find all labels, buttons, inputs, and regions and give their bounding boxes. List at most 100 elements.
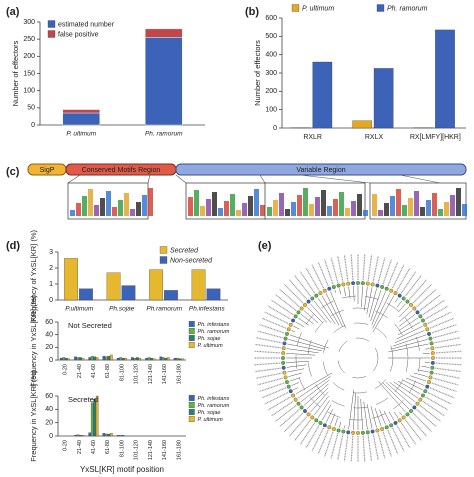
x-tick-label: Ph.infestans — [189, 306, 226, 313]
logo-glyph — [357, 194, 362, 216]
bar — [159, 356, 163, 361]
tree-leaf — [318, 291, 323, 295]
tree-branch — [317, 400, 330, 419]
bar — [88, 432, 91, 437]
tree-branch — [291, 382, 299, 386]
bar — [59, 357, 63, 361]
legend-swatch — [188, 342, 195, 348]
bar — [167, 357, 170, 361]
bar — [178, 358, 182, 361]
bar-segment — [144, 37, 183, 126]
leaf-label-stub — [261, 317, 287, 329]
y-tick-label: 40 — [45, 332, 53, 339]
bar — [67, 358, 70, 361]
tree-leaf — [346, 281, 351, 286]
legend-label: estimated number — [58, 21, 115, 28]
bar — [206, 288, 221, 301]
bar — [76, 434, 80, 437]
tree-leaf — [431, 356, 435, 360]
legend-label: Ph. ramorum — [387, 5, 428, 12]
leaf-label-stub — [435, 343, 462, 349]
tree-branch — [363, 401, 368, 430]
tree-branch — [303, 383, 329, 406]
bar — [110, 354, 113, 361]
tree-branch — [371, 291, 386, 325]
leaf-label-stub — [330, 433, 339, 459]
leaf-label-stub — [396, 267, 411, 291]
leaf-label-stub — [305, 425, 320, 449]
variable-label: Variable Region — [296, 167, 345, 174]
tree-leaf — [427, 331, 431, 336]
tree-leaf — [389, 288, 394, 293]
tree-leaf — [281, 346, 286, 351]
tree-leaf — [409, 303, 413, 307]
logo-glyph — [363, 210, 368, 216]
tree-branch — [317, 297, 336, 325]
bar — [105, 356, 108, 361]
annotation: Not Secreted — [68, 321, 112, 330]
logo-glyph — [462, 204, 467, 216]
logo-glyph — [224, 201, 229, 216]
tree-branch — [313, 395, 329, 416]
leaf-label-stub — [284, 412, 304, 432]
tree-leaf — [425, 384, 430, 389]
logo-glyph — [260, 205, 265, 216]
tree-branch — [383, 410, 391, 423]
legend-swatch — [159, 246, 168, 254]
y-axis-label: Number of effectors — [11, 40, 20, 106]
tree-branch — [330, 291, 346, 329]
tree-leaf — [430, 365, 435, 370]
leaf-label-stub — [267, 396, 291, 411]
tree-leaf — [415, 401, 420, 406]
logo-glyph — [70, 210, 75, 216]
leaf-label-stub — [427, 311, 452, 325]
x-tick-label: 81-100 — [119, 364, 125, 381]
tree-leaf — [370, 429, 375, 434]
logo-glyph — [396, 189, 401, 216]
leaf-label-stub — [425, 396, 449, 411]
leaf-label-stub — [337, 255, 344, 282]
tree-leaf — [405, 299, 410, 304]
tree-branch — [398, 306, 410, 318]
bar — [312, 61, 333, 129]
leaf-label-stub — [405, 275, 422, 297]
tree-branch — [339, 288, 342, 295]
leaf-label-stub — [396, 425, 411, 449]
leaf-label-stub — [431, 382, 457, 392]
tree-leaf — [375, 428, 380, 433]
tree-leaf — [393, 291, 398, 295]
tree-leaf — [331, 427, 336, 431]
leaf-label-stub — [412, 284, 432, 304]
bar — [62, 357, 66, 361]
tree-leaf — [285, 380, 289, 385]
tree-leaf — [296, 401, 301, 406]
tree-leaf — [281, 360, 286, 365]
logo-glyph — [315, 197, 320, 216]
conserved-label: Conserved Motifs Region — [82, 167, 161, 174]
x-tick-label: Ph.ramorum — [146, 306, 182, 313]
leaf-label-stub — [264, 311, 289, 325]
x-tick-label: RXLR — [303, 134, 322, 141]
tree-branch — [370, 289, 382, 322]
y-tick-label: 0 — [49, 297, 53, 304]
leaf-label-stub — [412, 412, 432, 432]
leaf-label-stub — [257, 377, 283, 386]
bar — [373, 68, 394, 129]
tree-branch — [286, 353, 316, 356]
tree-branch — [379, 409, 386, 425]
leaf-label-stub — [367, 254, 373, 281]
logo-glyph — [321, 190, 326, 216]
tree-branch — [293, 325, 300, 330]
leaf-label-stub — [324, 259, 334, 285]
variable-box — [175, 163, 467, 176]
bar — [116, 357, 120, 361]
bar — [152, 358, 156, 361]
y-tick-label: 200 — [23, 53, 35, 60]
tree-leaf — [360, 430, 365, 435]
logo-glyph — [390, 196, 395, 216]
tree-leaf — [306, 412, 311, 417]
logo-glyph — [372, 194, 377, 216]
tree-leaf — [429, 370, 434, 375]
y-tick-label: 600 — [265, 15, 277, 22]
x-tick-label: Ph. ramorum — [145, 131, 183, 138]
